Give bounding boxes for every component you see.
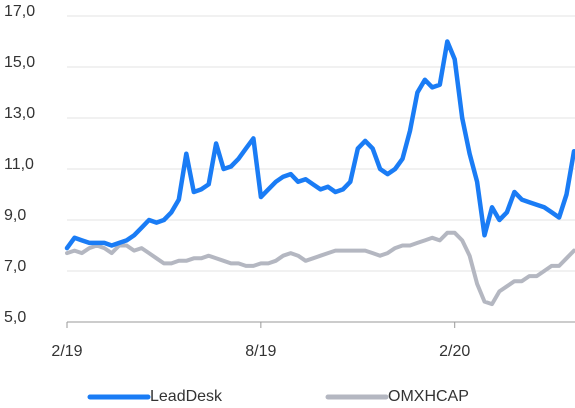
y-tick-label: 17,0 [4, 3, 35, 20]
y-tick-label: 11,0 [4, 156, 34, 173]
x-tick-label: 2/20 [439, 343, 470, 360]
y-tick-label: 9,0 [4, 207, 26, 224]
legend-label: OMXHCAP [388, 388, 469, 405]
y-tick-label: 15,0 [4, 54, 35, 71]
series-line [64, 39, 575, 251]
legend-label: LeadDesk [150, 388, 223, 405]
x-tick-label: 2/19 [51, 343, 82, 360]
y-tick-label: 5,0 [4, 309, 26, 326]
series-line [65, 230, 575, 307]
y-tick-label: 7,0 [4, 258, 26, 275]
x-tick-label: 8/19 [245, 343, 276, 360]
y-tick-label: 13,0 [4, 105, 35, 122]
